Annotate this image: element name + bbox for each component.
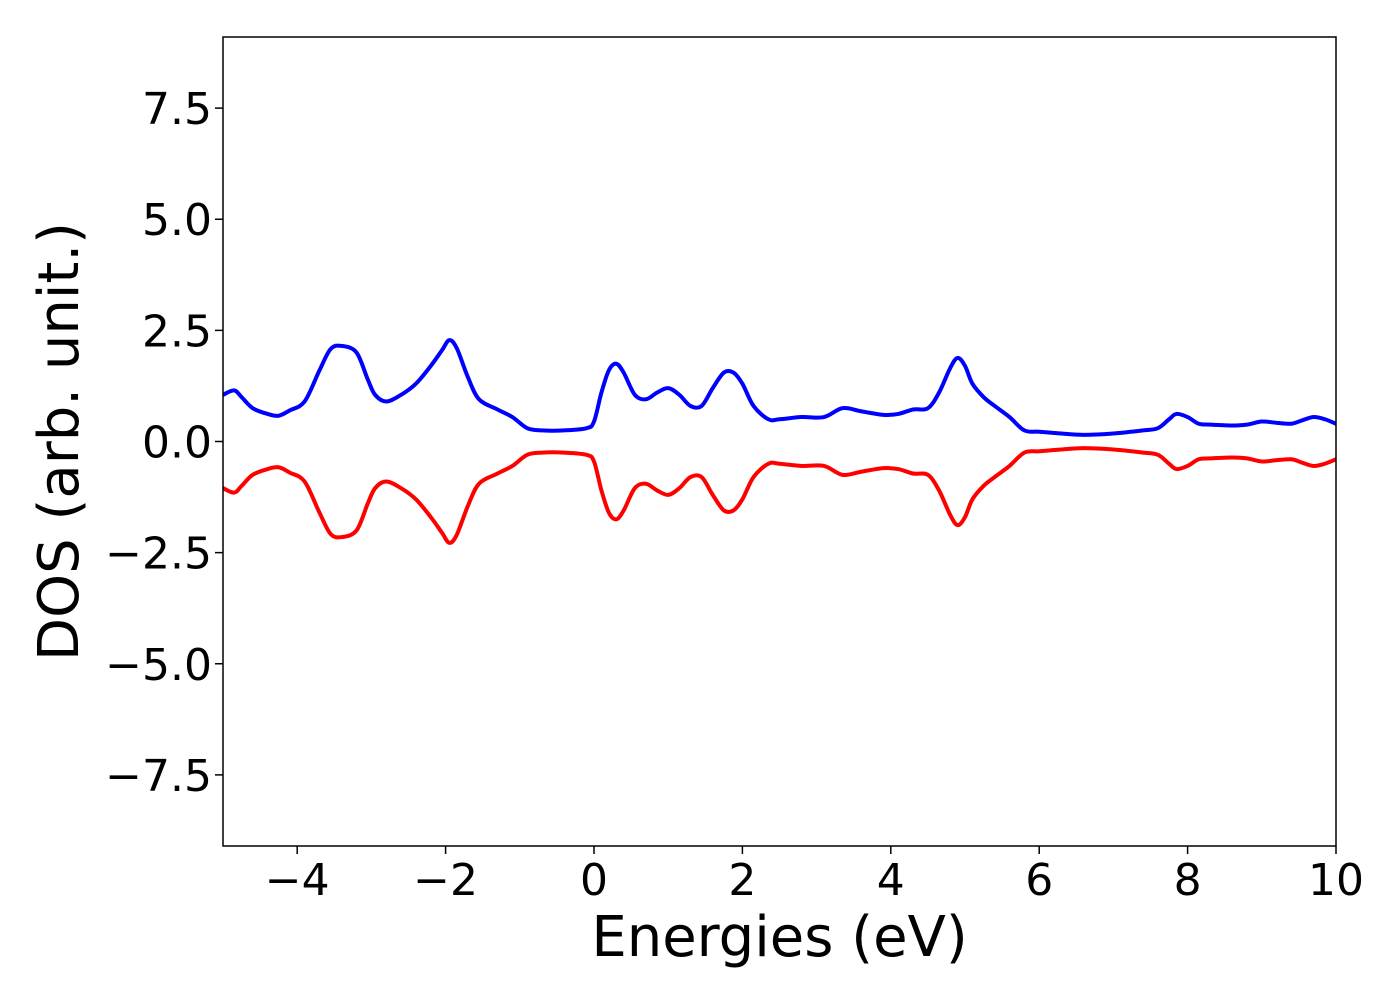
x-tick-label: 0 — [580, 855, 608, 906]
x-tick-label: −4 — [265, 855, 330, 906]
x-tick-label: 6 — [1025, 855, 1053, 906]
x-tick-label: 8 — [1174, 855, 1202, 906]
y-tick-label: 0.0 — [142, 418, 212, 469]
series-line-2 — [223, 446, 1336, 545]
x-tick-label: −2 — [413, 855, 478, 906]
x-tick-label: 10 — [1308, 855, 1364, 906]
series-layer — [223, 338, 1336, 545]
y-tick-label: −5.0 — [105, 640, 212, 691]
series-line-1 — [223, 338, 1336, 437]
x-tick-label: 2 — [728, 855, 756, 906]
y-tick-label: −2.5 — [105, 529, 212, 580]
y-tick-label: 5.0 — [142, 195, 212, 246]
x-axis-ticks: −4 −2 0 2 4 6 8 10 — [265, 846, 1364, 906]
x-axis-label: Energies (eV) — [591, 905, 967, 970]
y-tick-label: 2.5 — [142, 306, 212, 357]
y-axis-label: DOS (arb. unit.) — [27, 222, 92, 661]
x-tick-label: 4 — [877, 855, 905, 906]
y-tick-label: −7.5 — [105, 751, 212, 802]
axes-frame — [222, 36, 1337, 847]
y-tick-label: 7.5 — [142, 84, 212, 135]
y-axis-ticks: 7.5 5.0 2.5 0.0 −2.5 −5.0 −7.5 — [105, 84, 223, 802]
